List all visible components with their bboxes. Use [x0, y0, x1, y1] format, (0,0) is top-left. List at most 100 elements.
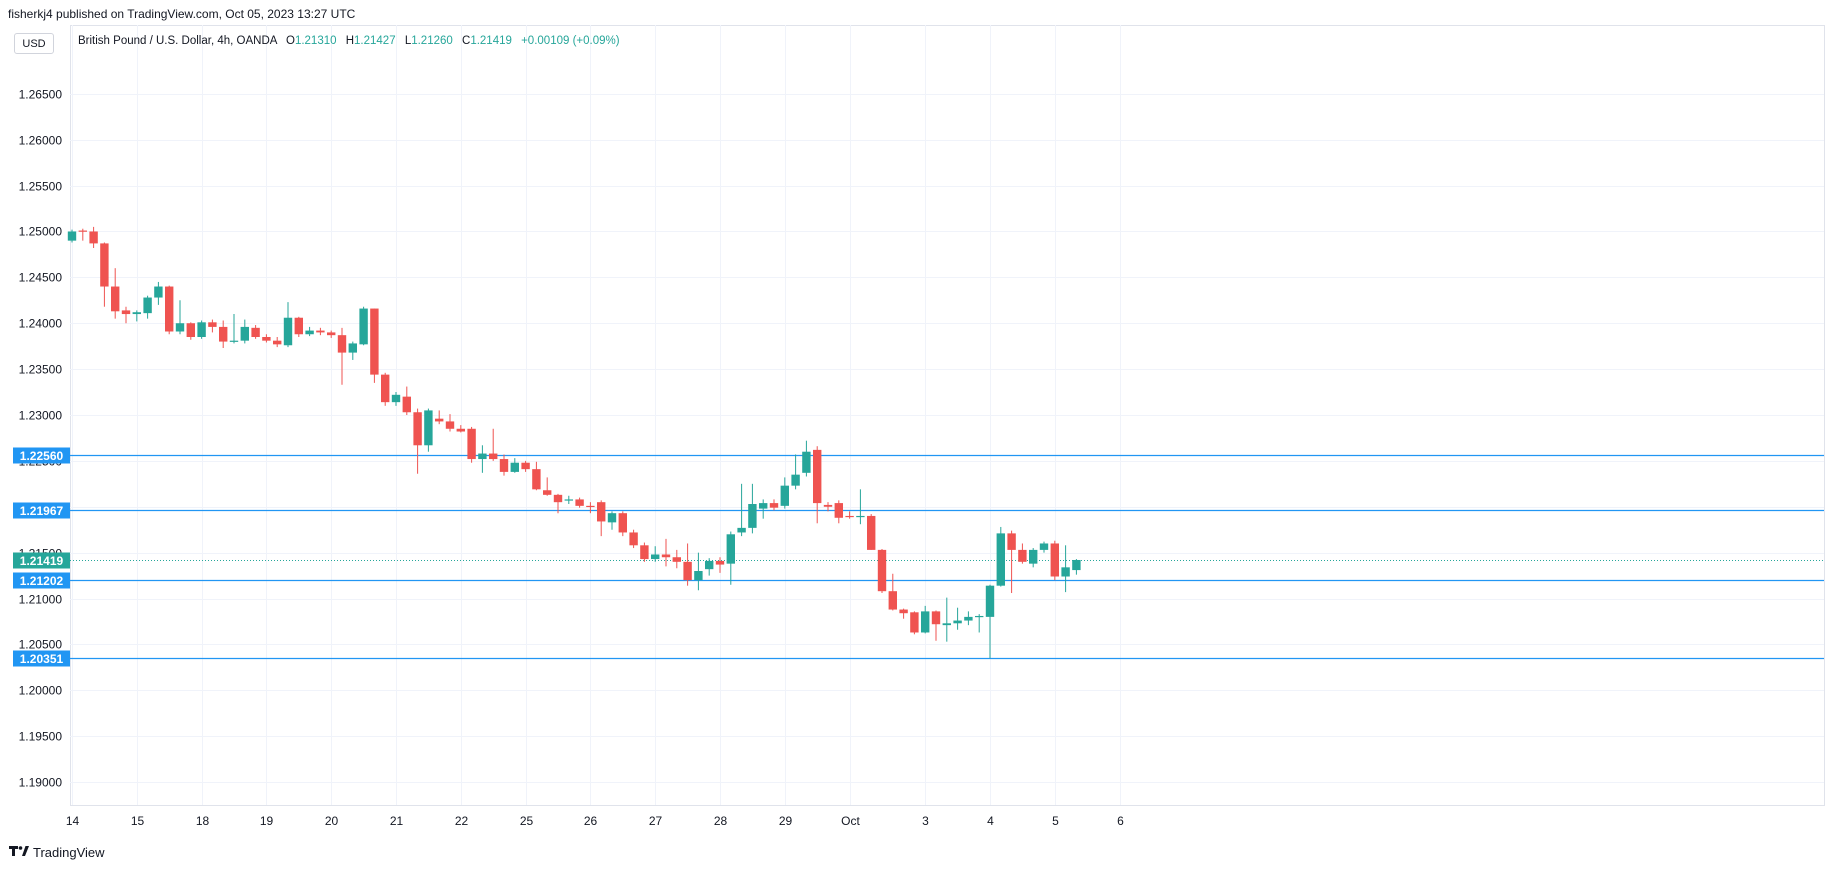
candle-body [197, 322, 206, 337]
y-tick-label: 1.26500 [19, 88, 63, 102]
candle-body [305, 330, 314, 335]
candle [273, 337, 282, 348]
candle [121, 306, 131, 324]
close-value: 1.21419 [470, 35, 512, 47]
candle-body [607, 513, 617, 523]
candle [143, 295, 152, 319]
candle-body [424, 410, 433, 446]
candle-body [899, 609, 908, 614]
candle-body [370, 308, 379, 375]
candle [694, 552, 703, 591]
candle-body [672, 557, 681, 562]
candle-body [186, 323, 195, 337]
candle [1018, 543, 1027, 564]
candle [769, 499, 779, 511]
x-tick-label: 29 [779, 814, 793, 828]
candle [856, 489, 865, 525]
candle [845, 511, 854, 519]
candle [629, 529, 638, 549]
candle [111, 268, 120, 319]
candle-body [715, 560, 725, 565]
time-axis[interactable]: 14 15 18 19 20 21 22 25 26 27 28 29 Oct 3 4 5 6 [66, 814, 1124, 828]
candle-body [532, 469, 541, 490]
candle [705, 558, 714, 576]
candle-body [985, 585, 995, 617]
candle [78, 228, 87, 241]
currency-button[interactable]: USD [14, 33, 54, 54]
candle-body [769, 503, 779, 508]
candle [553, 493, 563, 514]
candle-body [391, 394, 401, 403]
x-tick-label: 27 [649, 814, 663, 828]
candle [715, 557, 725, 573]
candle [456, 425, 465, 433]
y-tick-label: 1.23500 [19, 363, 63, 377]
candle [1072, 559, 1081, 575]
close-label: C [462, 35, 471, 47]
candle-body [348, 343, 357, 353]
candle-body [262, 337, 271, 341]
x-tick-label: 21 [390, 814, 404, 828]
candle [921, 605, 930, 634]
candle-body [1029, 549, 1038, 564]
candle [391, 392, 401, 406]
candle-body [845, 515, 854, 518]
candle-body [748, 504, 757, 528]
low-value: 1.21260 [411, 35, 453, 47]
candle [780, 477, 789, 509]
footer-brand[interactable]: TradingView [9, 845, 105, 860]
tradingview-logo-icon [9, 845, 29, 860]
price-axis[interactable]: 1.26500 1.26000 1.25500 1.25000 1.24500 1.240… [19, 88, 63, 790]
candle [532, 461, 541, 491]
candle-body [273, 340, 282, 345]
candle-body [111, 286, 120, 312]
price-label-box [13, 650, 70, 667]
candle [543, 477, 552, 496]
price-labels: 1.22560 1.21967 1.21202 1.20351 1.21419 [13, 447, 70, 667]
candle [953, 607, 962, 630]
candle [521, 460, 530, 472]
candle-body [661, 554, 671, 558]
x-tick-label: 5 [1052, 814, 1059, 828]
price-label-box [13, 447, 70, 464]
candle [208, 319, 217, 333]
candle [823, 502, 833, 512]
high-label: H [345, 35, 355, 47]
candle-body [67, 231, 77, 241]
candle-body [964, 616, 973, 621]
candle [618, 511, 627, 537]
candle [499, 454, 509, 476]
candle [100, 242, 109, 307]
candle [996, 526, 1005, 587]
candle [931, 610, 941, 641]
candle-body [877, 549, 887, 592]
candle-body [629, 532, 638, 546]
candle [467, 426, 476, 463]
candle [899, 608, 908, 619]
candle-body [553, 494, 563, 503]
candle-body [1050, 543, 1059, 577]
candle [262, 334, 271, 343]
candle-body [942, 623, 951, 626]
candle-body [337, 335, 347, 353]
x-tick-label: 3 [922, 814, 929, 828]
candle-body [823, 504, 833, 507]
candle [672, 549, 681, 569]
candle [813, 446, 822, 524]
candle [305, 326, 314, 337]
candle-body [467, 428, 476, 460]
candle [834, 500, 843, 524]
candle-body [780, 485, 789, 506]
candle-body [381, 374, 390, 403]
y-tick-label: 1.26000 [19, 134, 63, 148]
y-tick-label: 1.19500 [19, 730, 63, 744]
candle [910, 611, 919, 635]
x-tick-label: 19 [260, 814, 274, 828]
candle-body [737, 527, 746, 533]
candle-body [813, 449, 822, 504]
candle [1050, 540, 1059, 581]
candle [240, 319, 249, 344]
candle-body [975, 615, 984, 618]
candle [89, 226, 98, 248]
